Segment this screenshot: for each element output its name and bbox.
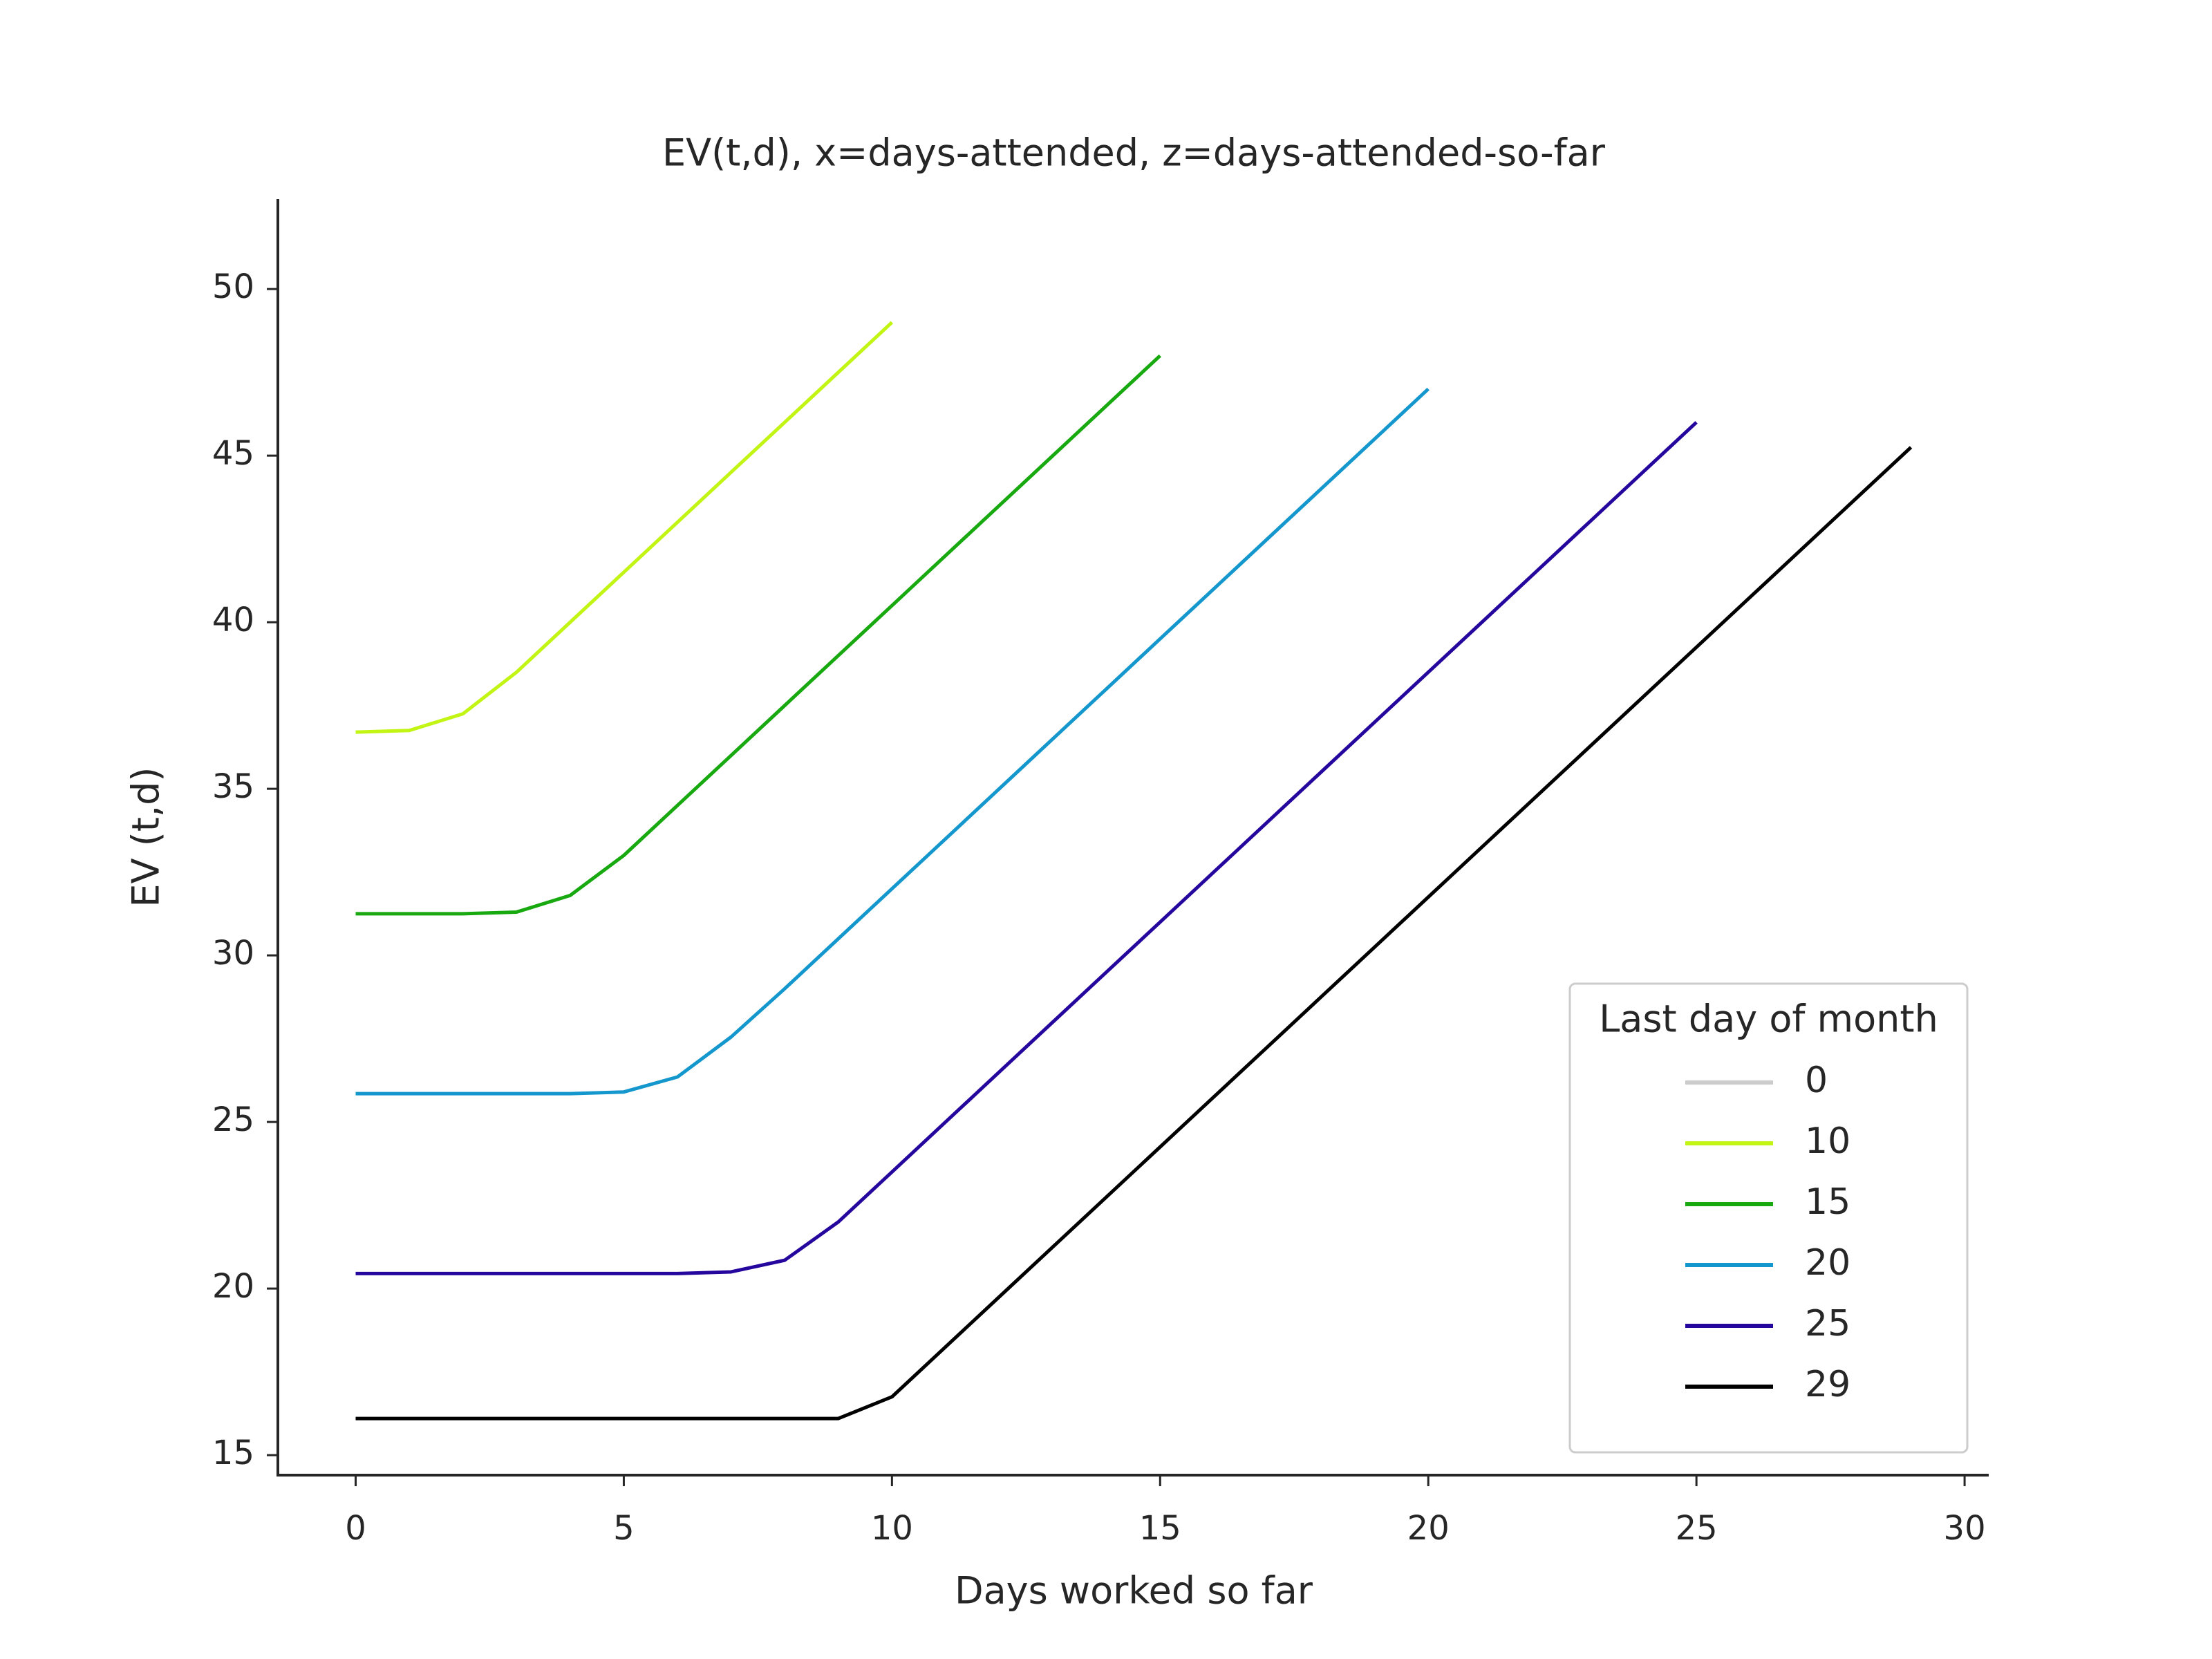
- y-tick-label: 40: [212, 601, 254, 639]
- x-tick-label: 5: [613, 1509, 635, 1548]
- legend-label: 29: [1805, 1364, 1850, 1405]
- legend-label: 15: [1805, 1181, 1850, 1223]
- legend-label: 0: [1805, 1060, 1828, 1101]
- x-tick-label: 20: [1407, 1509, 1450, 1548]
- x-tick-label: 15: [1139, 1509, 1181, 1548]
- series-line: [355, 387, 1430, 1096]
- y-tick-label: 35: [212, 767, 254, 806]
- y-tick-label: 50: [212, 268, 254, 306]
- series-line: [355, 421, 1698, 1275]
- x-axis-label: Days worked so far: [955, 1569, 1313, 1613]
- series-line: [355, 354, 1161, 916]
- y-tick-label: 45: [212, 434, 254, 473]
- y-tick-label: 20: [212, 1267, 254, 1306]
- y-tick-label: 30: [212, 934, 254, 973]
- legend-label: 20: [1805, 1242, 1850, 1284]
- series-line: [355, 446, 1913, 1421]
- y-axis-label: EV (t,d): [124, 767, 168, 908]
- legend-title: Last day of month: [1599, 997, 1938, 1041]
- x-tick-label: 0: [345, 1509, 366, 1548]
- chart-title: EV(t,d), x=days-attended, z=days-attende…: [662, 131, 1606, 175]
- x-tick-label: 10: [871, 1509, 913, 1548]
- series-line: [355, 321, 894, 734]
- legend-box: [1568, 982, 1969, 1454]
- y-tick-label: 25: [212, 1100, 254, 1139]
- legend-label: 10: [1805, 1121, 1850, 1162]
- y-tick-label: 15: [212, 1434, 254, 1472]
- x-tick-label: 30: [1944, 1509, 1986, 1548]
- legend-label: 25: [1805, 1303, 1850, 1344]
- x-tick-label: 25: [1676, 1509, 1718, 1548]
